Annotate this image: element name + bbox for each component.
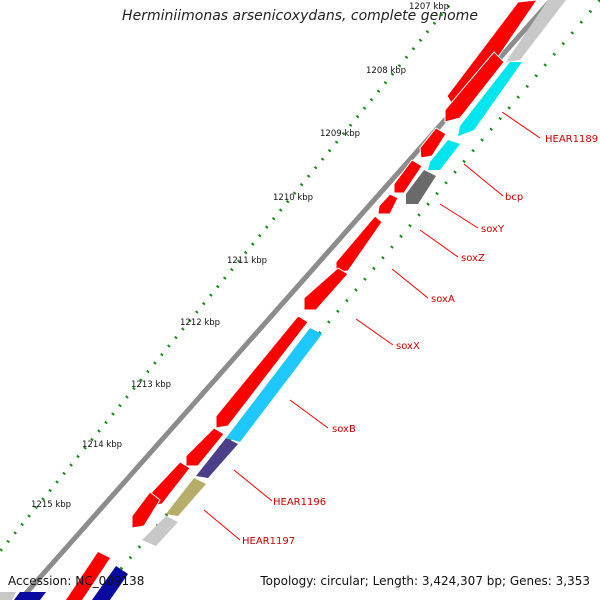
label-hear1189: HEAR1189 <box>545 134 598 145</box>
gene-arrow <box>131 491 161 529</box>
leader-line <box>233 469 273 502</box>
label-hear1197: HEAR1197 <box>242 536 295 547</box>
genome-title: Herminiimonas arsenicoxydans, complete g… <box>122 8 478 24</box>
gene-arrow <box>226 328 322 442</box>
gene-arrow <box>335 215 383 273</box>
scale-labels: 1207 kbp 1208 kbp 1209 kbp 1210 kbp 1211… <box>31 2 449 510</box>
accession-text: Accession: NC_009138 <box>8 574 145 588</box>
gene-arrow <box>0 592 16 600</box>
tick-1210: 1210 kbp <box>273 193 313 203</box>
gene-arrow <box>428 140 460 170</box>
gene-arrow <box>303 267 349 311</box>
gene-arrow <box>142 516 178 546</box>
tick-1215: 1215 kbp <box>31 500 71 510</box>
gene-arrow <box>196 438 238 478</box>
tick-1209: 1209 kbp <box>320 129 360 139</box>
leader-line <box>391 268 429 299</box>
tick-1207: 1207 kbp <box>409 2 449 12</box>
tick-1214: 1214 kbp <box>82 440 122 450</box>
reverse-strand-genes <box>0 0 566 600</box>
gene-arrow <box>14 592 46 600</box>
label-soxz: soxZ <box>461 253 485 264</box>
label-hear1196: HEAR1196 <box>273 497 326 508</box>
gene-arrow <box>92 566 128 600</box>
label-soxy: soxY <box>481 224 505 235</box>
forward-strand-genes <box>66 0 538 600</box>
gene-arrow <box>444 51 505 123</box>
gene-arrow <box>406 170 436 204</box>
gene-arrow <box>419 127 447 159</box>
scale-dotted-ring <box>0 0 456 554</box>
label-soxx: soxX <box>396 341 420 352</box>
leader-line <box>501 111 541 139</box>
label-soxb: soxB <box>332 424 356 435</box>
gene-arrow <box>166 478 206 516</box>
tick-1208: 1208 kbp <box>366 66 406 76</box>
gene-arrow <box>393 159 423 194</box>
gene-arrow <box>185 427 225 467</box>
gene-arrow <box>215 315 309 429</box>
tick-1212: 1212 kbp <box>180 318 220 328</box>
leader-lines <box>203 111 541 541</box>
genome-summary-text: Topology: circular; Length: 3,424,307 bp… <box>260 574 590 588</box>
gene-arrow <box>66 552 110 600</box>
leader-line <box>463 163 504 197</box>
gene-arrow <box>506 0 566 62</box>
leader-line <box>203 509 241 541</box>
gene-arrow <box>458 62 522 136</box>
tick-1211: 1211 kbp <box>227 256 267 266</box>
label-bcp: bcp <box>505 192 523 203</box>
leader-line <box>439 203 479 229</box>
tick-1213: 1213 kbp <box>131 380 171 390</box>
leader-line <box>419 229 459 258</box>
leader-line <box>289 399 329 429</box>
label-soxa: soxA <box>431 294 455 305</box>
gene-labels: HEAR1189 bcp soxY soxZ soxA soxX soxB HE… <box>242 134 598 547</box>
gene-arrow <box>377 193 399 215</box>
leader-line <box>355 318 394 346</box>
